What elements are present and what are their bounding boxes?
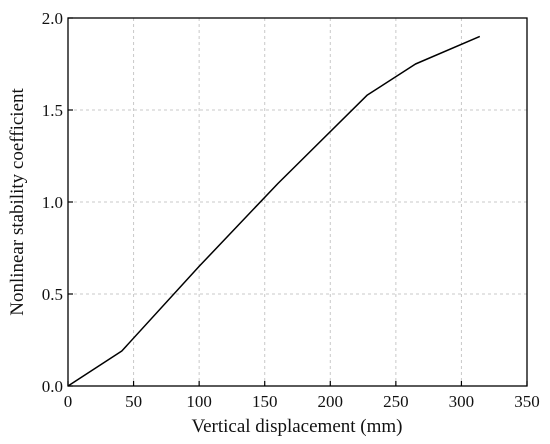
- y-tick-label: 2.0: [42, 9, 63, 28]
- x-axis-title: Vertical displacement (mm): [191, 416, 402, 437]
- x-tick-label: 200: [318, 392, 344, 411]
- series-line: [67, 35, 481, 387]
- grid: [68, 18, 527, 386]
- x-tick-label: 50: [125, 392, 142, 411]
- y-tick-labels: 0.0 0.5 1.0 1.5 2.0: [42, 9, 63, 396]
- x-tick-label: 350: [514, 392, 540, 411]
- x-tick-label: 100: [186, 392, 212, 411]
- x-tick-labels: 0 50 100 150 200 250 300 350: [64, 392, 540, 411]
- y-tick-label: 0.0: [42, 377, 63, 396]
- y-axis-title: Nonlinear stability coefficient: [7, 87, 28, 315]
- y-tick-label: 1.5: [42, 101, 63, 120]
- series-group: [67, 35, 481, 387]
- x-tick-label: 250: [383, 392, 409, 411]
- y-tick-label: 0.5: [42, 285, 63, 304]
- x-tick-label: 300: [449, 392, 475, 411]
- y-tick-label: 1.0: [42, 193, 63, 212]
- x-tick-label: 150: [252, 392, 278, 411]
- x-tick-label: 0: [64, 392, 73, 411]
- axis-ticks: [67, 17, 528, 387]
